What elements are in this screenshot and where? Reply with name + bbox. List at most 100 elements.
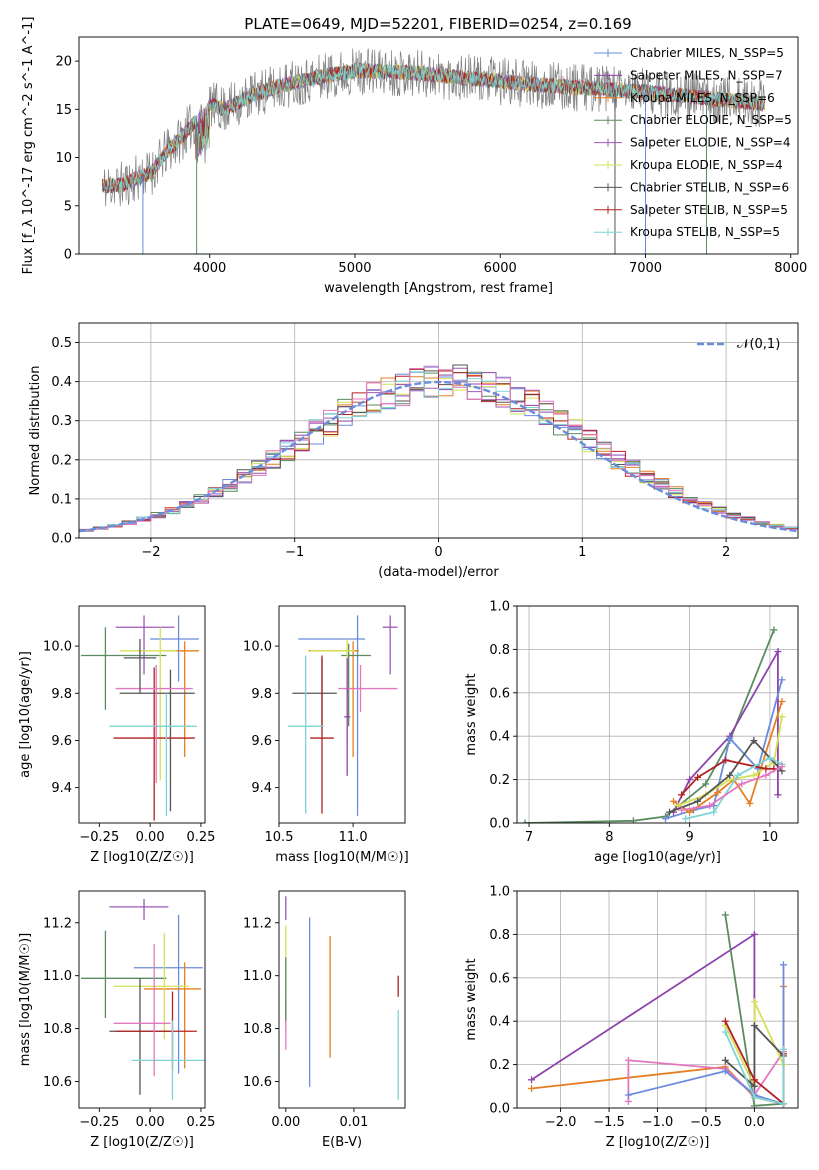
legend-label: Chabrier ELODIE, N_SSP=5 — [630, 113, 792, 127]
errorbar-point — [81, 930, 167, 1019]
panel-spectrum: 4000 5000 6000 7000 8000 0 5 10 15 20 wavelength [… — [21, 17, 807, 296]
y-tick-label: 9.8 — [251, 687, 272, 702]
y-tick-label: 0.4 — [51, 375, 72, 390]
x-tick-label: −1.0 — [642, 1115, 674, 1130]
x-tick-label: 0.00 — [136, 1115, 165, 1130]
weight-line — [677, 716, 783, 807]
legend-label: Salpeter ELODIE, N_SSP=4 — [630, 136, 791, 150]
x-tick-label: −1.5 — [593, 1115, 625, 1130]
x-tick-label: 0.25 — [186, 830, 215, 845]
x-tick-label: 0 — [434, 545, 442, 560]
legend-label: Kroupa ELODIE, N_SSP=4 — [630, 158, 783, 172]
errorbar-point — [310, 655, 334, 814]
y-tick-label: 1.0 — [489, 600, 510, 615]
errorbar-point — [109, 978, 171, 1095]
y-tick-label: 0.0 — [51, 532, 72, 547]
y-axis-label: Flux [f_λ 10^-17 erg cm^-2 s^-1 A^-1] — [21, 17, 36, 275]
errorbar-point — [115, 615, 175, 675]
x-axis-label: Z [log10(Z/Z☉)] — [606, 1135, 710, 1150]
errorbar-point — [113, 943, 171, 1077]
model-spectrum-line — [101, 63, 765, 194]
y-tick-label: 10.0 — [243, 640, 272, 655]
panel-mass-vs-Z: −0.25 0.00 0.25 10.6 10.8 11.0 11.2 Z [log10(Z/… — [18, 890, 215, 1150]
errorbar-point — [344, 657, 351, 776]
x-tick-label: 10.5 — [265, 830, 294, 845]
x-tick-label: −0.25 — [79, 830, 119, 845]
errorbar-point — [150, 615, 199, 682]
y-tick-label: 0.6 — [489, 971, 510, 986]
x-tick-label: 0.0 — [744, 1115, 765, 1130]
x-tick-label: 0.00 — [136, 830, 165, 845]
plot-area — [528, 911, 787, 1108]
plot-area — [81, 898, 205, 1101]
x-tick-label: 2 — [722, 545, 730, 560]
panel-residuals: −2 −1 0 1 2 0.0 0.1 0.2 0.3 0.4 0.5 (data-model)/er… — [28, 322, 799, 580]
x-tick-label: 9 — [685, 830, 693, 845]
plot-area — [285, 896, 399, 1101]
x-tick-label: 6000 — [484, 261, 517, 276]
y-tick-label: 0.1 — [51, 492, 72, 507]
legend-label: Salpeter STELIB, N_SSP=5 — [630, 203, 788, 217]
y-tick-label: 20 — [55, 55, 72, 70]
errorbar-point — [131, 1020, 205, 1101]
x-tick-label: −2 — [141, 545, 160, 560]
errorbar-point — [341, 643, 371, 727]
panel-weight-vs-Z: −2.0 −1.5 −1.0 −0.5 0.0 0.0 0.2 0.4 0.6 0.8 1.0 Z [… — [464, 885, 799, 1150]
legend-label: Kroupa STELIB, N_SSP=5 — [630, 225, 780, 239]
residual-histogram — [79, 365, 798, 532]
y-tick-label: 1.0 — [489, 885, 510, 900]
y-axis-label: mass [log10(M/M☉)] — [18, 933, 33, 1066]
errorbar-point — [382, 615, 398, 675]
legend: 𝒩(0,1) — [697, 337, 780, 352]
y-tick-label: 9.4 — [251, 781, 272, 796]
plot-area — [521, 626, 786, 823]
x-tick-label: −1 — [285, 545, 304, 560]
weight-line — [673, 701, 783, 814]
x-axis-label: Z [log10(Z/Z☉)] — [90, 850, 194, 865]
x-tick-label: 7 — [525, 830, 533, 845]
x-tick-label: 5000 — [338, 261, 371, 276]
x-axis-label: mass [log10(M/M☉)] — [275, 850, 408, 865]
x-axis-label: E(B-V) — [322, 1135, 362, 1150]
y-tick-label: 0.2 — [51, 453, 72, 468]
errorbar-point — [144, 962, 201, 1069]
weight-line — [724, 1031, 785, 1105]
model-spectrum-line — [101, 63, 765, 193]
x-axis-label: (data-model)/error — [378, 565, 499, 580]
legend-label: Salpeter MILES, N_SSP=7 — [630, 68, 783, 82]
y-tick-label: 0.0 — [489, 817, 510, 832]
axes-frame — [278, 605, 406, 824]
errorbar-point — [115, 664, 193, 783]
y-tick-label: 9.8 — [51, 687, 72, 702]
weight-line — [724, 1023, 785, 1089]
y-axis-label: Normed distribution — [28, 366, 43, 496]
normal-curve — [79, 380, 798, 533]
y-tick-label: 0.5 — [51, 336, 72, 351]
y-tick-label: 10.0 — [43, 640, 72, 655]
errorbar-point — [119, 669, 195, 812]
y-tick-label: 0.3 — [51, 414, 72, 429]
y-axis-label: mass weight — [464, 958, 479, 1040]
x-tick-label: 10 — [762, 830, 779, 845]
x-tick-label: −0.25 — [79, 1115, 119, 1130]
x-tick-label: −0.5 — [690, 1115, 722, 1130]
x-tick-label: 8000 — [774, 261, 807, 276]
errorbar-point — [338, 664, 398, 713]
errorbar-point — [109, 898, 169, 921]
y-axis-label: mass weight — [464, 673, 479, 755]
y-tick-label: 15 — [55, 103, 72, 118]
y-tick-label: 0.4 — [489, 730, 510, 745]
y-tick-label: 11.2 — [243, 916, 272, 931]
x-tick-label: 0.25 — [186, 1115, 215, 1130]
errorbar-point — [292, 657, 337, 729]
y-tick-label: 11.2 — [43, 916, 72, 931]
y-tick-label: 9.4 — [51, 781, 72, 796]
y-tick-label: 0.2 — [489, 773, 510, 788]
y-tick-label: 0 — [64, 248, 72, 263]
y-tick-label: 0.2 — [489, 1058, 510, 1073]
legend: Chabrier MILES, N_SSP=5 Salpeter MILES, N… — [594, 46, 792, 239]
x-tick-label: 0.01 — [339, 1115, 368, 1130]
x-axis-label: age [log10(age/yr)] — [594, 850, 721, 865]
y-tick-label: 10.8 — [43, 1022, 72, 1037]
